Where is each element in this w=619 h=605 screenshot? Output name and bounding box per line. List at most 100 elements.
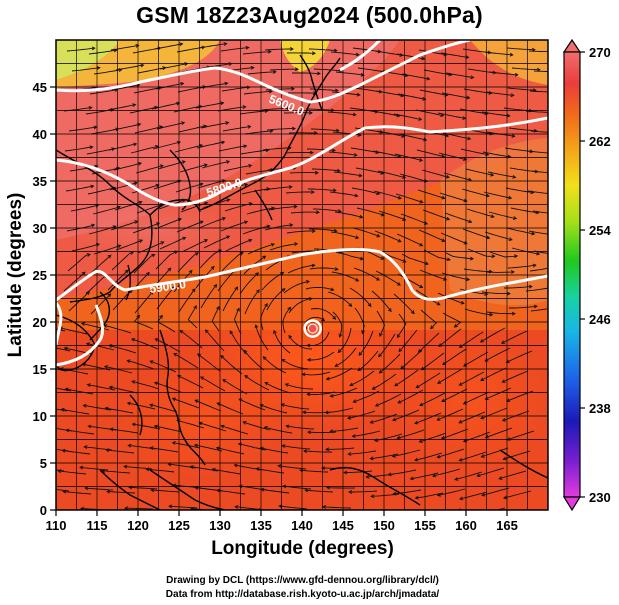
streamline-arrowhead xyxy=(376,233,381,238)
streamline-arrowhead xyxy=(422,96,427,101)
streamline-arrowhead xyxy=(438,343,443,347)
streamline-arrowhead xyxy=(304,488,309,493)
streamline xyxy=(414,412,442,424)
streamline-arrowhead xyxy=(220,424,225,429)
streamline xyxy=(244,289,260,315)
streamline xyxy=(111,84,140,91)
streamline xyxy=(89,89,118,95)
streamline xyxy=(355,167,384,174)
streamline-arrowhead xyxy=(374,403,379,407)
streamline-arrowhead xyxy=(281,288,286,292)
streamline xyxy=(216,447,245,455)
streamline-arrowhead xyxy=(159,314,163,319)
streamline-arrowhead xyxy=(479,338,484,343)
streamline-arrowhead xyxy=(60,407,65,412)
streamline xyxy=(330,51,359,56)
x-tick-label: 135 xyxy=(250,518,272,533)
streamline xyxy=(437,368,463,384)
streamline xyxy=(89,254,112,275)
streamline-arrowhead xyxy=(338,333,343,338)
streamline xyxy=(59,512,87,514)
credit-drawing: Drawing by DCL (https://www.gfd-dennou.o… xyxy=(166,575,439,586)
streamline-arrowhead xyxy=(466,95,471,100)
streamline xyxy=(113,162,142,171)
streamline-arrowhead xyxy=(553,193,556,196)
streamline xyxy=(70,204,99,212)
colorbar-tick-label: 270 xyxy=(589,45,611,60)
streamline-arrowhead xyxy=(335,128,340,133)
streamline-arrowhead xyxy=(290,86,295,91)
streamline xyxy=(388,469,417,476)
streamline xyxy=(58,470,87,475)
streamline xyxy=(175,183,203,193)
streamline-arrowhead xyxy=(216,488,221,493)
streamline-arrowhead xyxy=(117,244,122,249)
streamline xyxy=(467,248,495,257)
streamline-arrowhead xyxy=(281,444,286,448)
streamline xyxy=(103,512,131,513)
streamline-arrowhead xyxy=(81,271,86,276)
streamline xyxy=(375,270,401,286)
streamline-arrowhead xyxy=(91,223,96,228)
streamline-arrowhead xyxy=(480,415,485,420)
streamline xyxy=(203,63,232,69)
streamline-arrowhead xyxy=(367,303,372,308)
streamline-arrowhead xyxy=(511,133,516,138)
streamline xyxy=(281,403,310,410)
streamline-arrowhead xyxy=(467,136,472,141)
streamline-arrowhead xyxy=(387,472,392,477)
streamline xyxy=(374,230,402,243)
streamline-arrowhead xyxy=(167,267,172,272)
streamline-arrowhead xyxy=(90,184,95,189)
streamline xyxy=(308,48,337,52)
streamline xyxy=(509,305,537,309)
streamline-arrowhead xyxy=(488,91,493,95)
streamline-arrowhead xyxy=(151,253,156,258)
streamline xyxy=(326,367,353,380)
y-tick-label: 45 xyxy=(33,80,47,95)
streamline-arrowhead xyxy=(349,382,354,387)
streamline-arrowhead xyxy=(424,261,429,266)
streamline-arrowhead xyxy=(153,424,158,429)
streamline-arrowhead xyxy=(248,238,253,243)
streamline xyxy=(397,273,423,288)
streamline xyxy=(306,148,336,151)
streamline-arrowhead xyxy=(229,330,234,335)
streamline-arrowhead xyxy=(203,163,208,168)
streamline-arrowhead xyxy=(398,348,403,353)
streamline xyxy=(273,330,291,354)
streamline xyxy=(173,353,199,369)
streamline-arrowhead xyxy=(64,387,69,392)
y-axis-ticks: 0 5 10 15 20 25 30 35 40 45 xyxy=(33,80,56,518)
streamline xyxy=(441,92,470,99)
streamline xyxy=(159,63,188,70)
streamline-arrowhead xyxy=(234,286,239,291)
streamline-arrowhead xyxy=(149,360,154,364)
streamline xyxy=(178,125,207,133)
streamline-arrowhead xyxy=(440,435,445,440)
credit-data: Data from http://database.rish.kyoto-u.a… xyxy=(165,589,440,600)
streamline xyxy=(325,407,354,414)
y-tick-label: 15 xyxy=(33,362,47,377)
streamline-arrowhead xyxy=(491,254,496,259)
streamline-arrowhead xyxy=(500,340,505,344)
streamline-arrowhead xyxy=(337,349,342,354)
streamline-arrowhead xyxy=(226,235,231,239)
streamline-arrowhead xyxy=(418,439,423,443)
streamline xyxy=(349,370,375,386)
streamline-arrowhead xyxy=(454,477,459,481)
streamline xyxy=(441,428,469,440)
x-tick-label: 150 xyxy=(373,518,395,533)
streamline xyxy=(498,470,527,480)
streamline xyxy=(263,186,292,191)
colorbar-scale xyxy=(563,51,581,498)
streamline-arrowhead xyxy=(480,377,485,381)
streamline-arrowhead xyxy=(132,103,137,108)
streamline-arrowhead xyxy=(510,93,515,98)
streamline-arrowhead xyxy=(233,463,238,468)
streamline xyxy=(325,447,355,450)
streamline-arrowhead xyxy=(149,446,154,451)
streamline-arrowhead xyxy=(552,152,555,155)
streamline-arrowhead xyxy=(465,55,470,60)
streamline xyxy=(300,469,329,473)
